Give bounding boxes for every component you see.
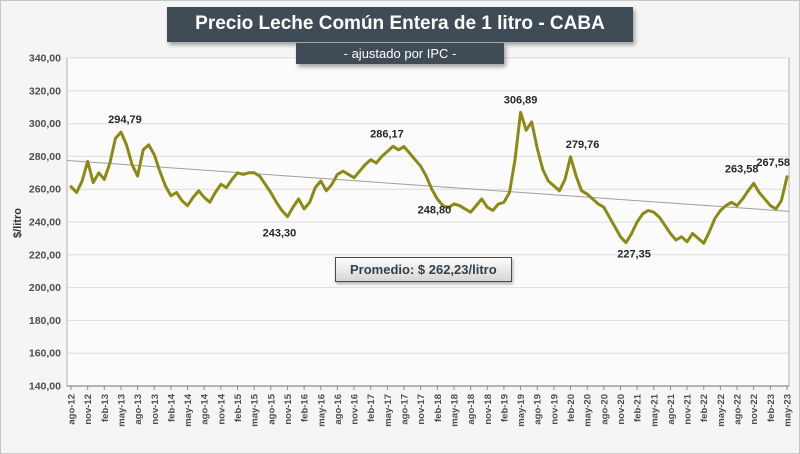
x-tick-label: may-18 xyxy=(449,394,460,427)
x-tick-label: may-22 xyxy=(716,394,727,427)
annotation-label: 286,17 xyxy=(370,128,404,140)
x-tick-label: may-17 xyxy=(383,394,394,427)
y-axis-title: $/litro xyxy=(12,208,24,238)
x-tick-label: nov-17 xyxy=(416,394,427,425)
x-tick-label: nov-12 xyxy=(83,394,94,425)
x-tick-label: feb-14 xyxy=(166,393,177,422)
x-tick-label: ago-19 xyxy=(533,394,544,425)
x-tick-label: feb-17 xyxy=(366,394,377,422)
x-tick-label: may-14 xyxy=(183,393,194,426)
x-tick-label: feb-18 xyxy=(433,394,444,422)
y-tick-label: 200,00 xyxy=(29,282,61,294)
x-tick-label: nov-14 xyxy=(216,393,227,424)
y-tick-label: 220,00 xyxy=(29,249,61,261)
annotation-label: 263,58 xyxy=(725,163,759,175)
x-tick-label: ago-16 xyxy=(333,394,344,425)
x-tick-label: feb-22 xyxy=(699,394,710,422)
x-tick-label: ago-17 xyxy=(400,394,411,425)
x-tick-label: nov-19 xyxy=(549,394,560,425)
x-tick-label: may-23 xyxy=(783,394,794,427)
x-tick-label: feb-15 xyxy=(233,393,244,422)
x-tick-label: may-20 xyxy=(583,394,594,427)
x-tick-label: ago-18 xyxy=(466,394,477,425)
x-tick-label: may-16 xyxy=(316,394,327,427)
annotation-label: 306,89 xyxy=(504,94,538,106)
x-tick-label: nov-16 xyxy=(350,394,361,425)
annotation-label: 227,35 xyxy=(617,249,651,261)
y-tick-label: 140,00 xyxy=(29,381,61,393)
y-tick-label: 280,00 xyxy=(29,151,61,163)
x-tick-label: feb-23 xyxy=(766,394,777,422)
x-tick-label: may-15 xyxy=(250,393,261,426)
trend-line xyxy=(66,160,790,212)
annotation-label: 294,79 xyxy=(108,114,142,126)
price-line xyxy=(69,110,789,245)
x-tick-label: ago-21 xyxy=(666,393,677,424)
x-tick-label: feb-20 xyxy=(566,394,577,422)
annotation-label: 248,80 xyxy=(418,205,452,217)
x-tick-label: ago-20 xyxy=(599,394,610,425)
x-tick-label: feb-19 xyxy=(499,394,510,422)
x-tick-label: nov-21 xyxy=(683,393,694,424)
x-tick-label: nov-22 xyxy=(749,394,760,425)
x-tick-label: nov-20 xyxy=(616,394,627,425)
y-tick-label: 340,00 xyxy=(29,53,61,65)
y-tick-label: 260,00 xyxy=(29,184,61,196)
annotation-label: 267,58 xyxy=(756,157,790,169)
x-tick-label: feb-21 xyxy=(633,393,644,422)
annotation-label: 243,30 xyxy=(263,228,297,240)
x-tick-label: ago-22 xyxy=(733,394,744,425)
x-tick-label: nov-18 xyxy=(483,394,494,425)
y-tick-label: 320,00 xyxy=(29,85,61,97)
average-callout: Promedio: $ 262,23/litro xyxy=(335,257,512,282)
x-tick-label: feb-13 xyxy=(100,394,111,422)
x-tick-label: feb-16 xyxy=(300,394,311,422)
y-tick-label: 160,00 xyxy=(29,348,61,360)
x-tick-label: may-13 xyxy=(116,394,127,427)
x-tick-label: nov-13 xyxy=(150,394,161,425)
x-tick-label: may-19 xyxy=(516,394,527,427)
x-tick-label: ago-14 xyxy=(200,393,211,424)
y-tick-label: 180,00 xyxy=(29,315,61,327)
y-tick-label: 300,00 xyxy=(29,118,61,130)
annotation-label: 279,76 xyxy=(566,139,600,151)
y-tick-label: 240,00 xyxy=(29,217,61,229)
x-tick-label: nov-15 xyxy=(283,393,294,424)
x-tick-label: ago-12 xyxy=(67,394,78,425)
x-tick-label: may-21 xyxy=(649,393,660,426)
x-tick-label: ago-13 xyxy=(133,394,144,425)
x-tick-label: ago-15 xyxy=(266,393,277,424)
